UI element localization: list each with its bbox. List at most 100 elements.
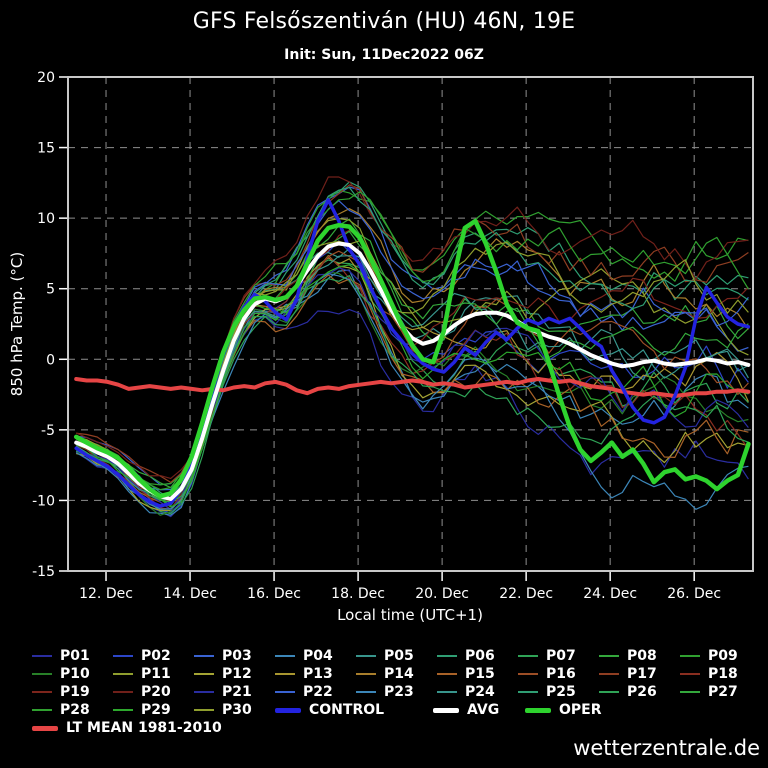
legend-item-lt-mean-1981-2010: LT MEAN 1981-2010 <box>32 720 222 736</box>
legend-swatch <box>599 691 619 693</box>
legend-item-p07: P07 <box>518 648 599 664</box>
legend-swatch <box>518 655 538 657</box>
legend-swatch <box>275 673 295 675</box>
x-tick-label: 14. Dec <box>163 586 217 602</box>
legend: P01 P02 P03 P04 P05 P06 P07 P08 P09 P10 P11 P12 P13 P… <box>32 647 761 737</box>
legend-swatch <box>518 691 538 693</box>
legend-item-control: CONTROL <box>275 702 433 718</box>
member-line-p04 <box>76 269 749 516</box>
legend-swatch <box>194 709 214 711</box>
legend-label: P22 <box>303 684 333 700</box>
legend-item-p24: P24 <box>437 684 518 700</box>
series-control <box>74 198 751 508</box>
page-title: GFS Felsőszentiván (HU) 46N, 19E <box>192 9 576 34</box>
axis-ticks <box>59 76 695 581</box>
legend-label: LT MEAN 1981-2010 <box>66 720 222 736</box>
legend-swatch <box>113 673 133 675</box>
legend-swatch <box>356 655 376 657</box>
member-line-p27 <box>76 230 749 507</box>
legend-label: P28 <box>60 702 90 718</box>
legend-swatch <box>599 655 619 657</box>
legend-swatch <box>32 655 52 657</box>
legend-item-p01: P01 <box>32 648 113 664</box>
legend-item-p27: P27 <box>680 684 761 700</box>
legend-swatch <box>680 655 700 657</box>
legend-swatch <box>32 691 52 693</box>
x-axis-label: Local time (UTC+1) <box>337 606 483 624</box>
x-tick-label: 12. Dec <box>79 586 133 602</box>
legend-label: P01 <box>60 648 90 664</box>
legend-swatch <box>32 673 52 675</box>
legend-swatch <box>680 673 700 675</box>
x-tick-label: 22. Dec <box>499 586 553 602</box>
legend-label: P11 <box>141 666 171 682</box>
legend-item-p14: P14 <box>356 666 437 682</box>
series-lt-mean-1981-2010 <box>74 377 751 398</box>
legend-swatch <box>518 673 538 675</box>
legend-label: P24 <box>465 684 495 700</box>
y-tick-label: 5 <box>46 282 55 298</box>
member-line-p07 <box>75 259 749 515</box>
legend-swatch <box>525 707 551 713</box>
legend-row: LT MEAN 1981-2010 <box>32 719 761 737</box>
main-series-lines <box>73 198 751 508</box>
legend-label: P20 <box>141 684 171 700</box>
legend-item-p26: P26 <box>599 684 680 700</box>
legend-swatch <box>275 655 295 657</box>
x-tick-label: 18. Dec <box>331 586 385 602</box>
legend-label: P21 <box>222 684 252 700</box>
legend-swatch <box>194 673 214 675</box>
y-tick-label: -15 <box>32 564 55 580</box>
series-oper <box>73 218 751 499</box>
legend-item-p20: P20 <box>113 684 194 700</box>
legend-label: P27 <box>708 684 738 700</box>
legend-label: P16 <box>546 666 576 682</box>
legend-swatch <box>275 691 295 693</box>
watermark: wetterzentrale.de <box>573 736 760 760</box>
y-tick-label: 20 <box>37 70 55 86</box>
legend-label: P07 <box>546 648 576 664</box>
tick-labels: 20 15 10 5 0 -5 -10 -15 12. Dec 14. Dec 16. Dec 18.… <box>32 70 721 602</box>
plot-frame <box>67 76 754 572</box>
legend-swatch <box>194 655 214 657</box>
legend-swatch <box>113 709 133 711</box>
legend-label: P26 <box>627 684 657 700</box>
legend-item-p30: P30 <box>194 702 275 718</box>
legend-swatch <box>599 673 619 675</box>
legend-swatch <box>32 709 52 711</box>
y-tick-label: -5 <box>41 423 55 439</box>
legend-item-p02: P02 <box>113 648 194 664</box>
legend-item-p18: P18 <box>680 666 761 682</box>
legend-item-p17: P17 <box>599 666 680 682</box>
legend-item-p21: P21 <box>194 684 275 700</box>
legend-item-p11: P11 <box>113 666 194 682</box>
legend-item-p12: P12 <box>194 666 275 682</box>
legend-item-p15: P15 <box>437 666 518 682</box>
legend-label: P04 <box>303 648 333 664</box>
legend-label: P18 <box>708 666 738 682</box>
legend-label: CONTROL <box>309 702 385 718</box>
legend-swatch <box>32 725 58 731</box>
legend-label: P09 <box>708 648 738 664</box>
legend-label: P10 <box>60 666 90 682</box>
chart: 20 15 10 5 0 -5 -10 -15 12. Dec 14. Dec 16. Dec 18.… <box>8 70 754 624</box>
legend-label: P29 <box>141 702 171 718</box>
legend-label: P12 <box>222 666 252 682</box>
legend-label: P13 <box>303 666 333 682</box>
y-axis-label: 850 hPa Temp. (°C) <box>8 252 26 396</box>
legend-label: P08 <box>627 648 657 664</box>
y-tick-label: 0 <box>46 352 55 368</box>
legend-item-p22: P22 <box>275 684 356 700</box>
x-tick-label: 24. Dec <box>583 586 637 602</box>
legend-label: P02 <box>141 648 171 664</box>
legend-label: AVG <box>467 702 500 718</box>
legend-swatch <box>680 691 700 693</box>
legend-label: P17 <box>627 666 657 682</box>
legend-swatch <box>433 707 459 713</box>
legend-swatch <box>275 707 301 713</box>
legend-item-p10: P10 <box>32 666 113 682</box>
legend-item-p03: P03 <box>194 648 275 664</box>
legend-swatch <box>356 673 376 675</box>
legend-item-p08: P08 <box>599 648 680 664</box>
